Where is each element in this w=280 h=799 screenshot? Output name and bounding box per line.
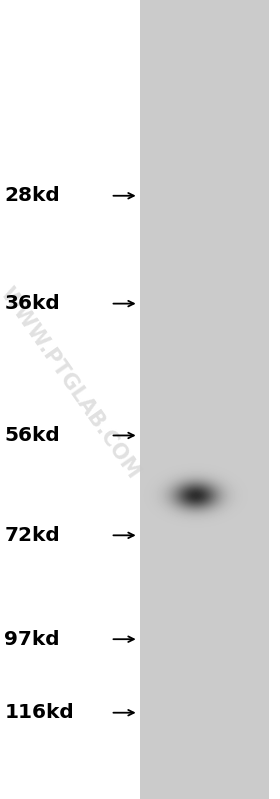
Text: 56kd: 56kd — [4, 426, 60, 445]
Text: 28kd: 28kd — [4, 186, 60, 205]
Text: 116kd: 116kd — [4, 703, 74, 722]
Text: 97kd: 97kd — [4, 630, 60, 649]
Text: 72kd: 72kd — [4, 526, 60, 545]
Text: WWW.PTGLAB.COM: WWW.PTGLAB.COM — [0, 284, 144, 483]
Text: 36kd: 36kd — [4, 294, 60, 313]
